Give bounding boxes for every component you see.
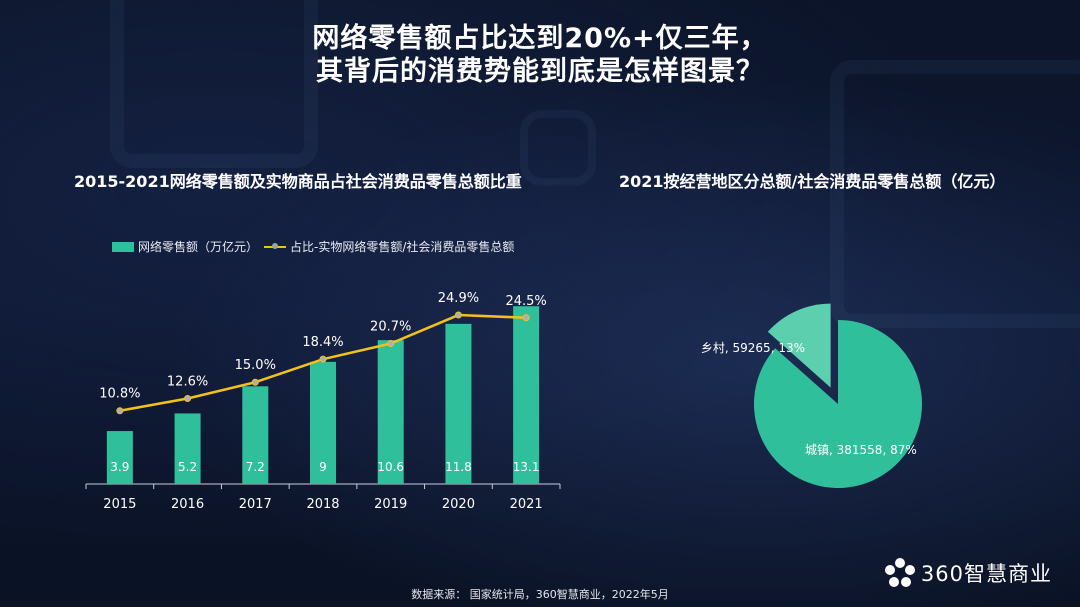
x-tick-label: 2017: [239, 497, 272, 512]
line-value-label: 20.7%: [370, 320, 411, 335]
line-point: [522, 314, 530, 322]
bar: [310, 361, 336, 484]
x-tick-label: 2020: [442, 497, 475, 512]
background-decoration: [830, 60, 1080, 328]
pie-chart: 城镇, 381558, 87% 乡村, 59265, 13%: [701, 303, 922, 488]
bar-value-label: 9: [319, 460, 327, 474]
line-value-label: 18.4%: [302, 335, 343, 350]
line-value-label: 15.0%: [235, 358, 276, 373]
x-tick-label: 2019: [374, 497, 407, 512]
line-point: [387, 340, 395, 348]
x-tick-label: 2021: [510, 497, 543, 512]
line-point: [116, 407, 124, 415]
brand-name: 360智慧商业: [920, 562, 1052, 586]
brand-logo: 360智慧商业: [883, 556, 1052, 590]
pie-chart-title: 2021按经营地区分总额/社会消费品零售总额（亿元）: [619, 172, 1006, 191]
line-value-label: 24.9%: [438, 291, 479, 306]
x-tick-label: 2015: [103, 497, 136, 512]
pie-slice-label: 城镇, 381558, 87%: [805, 443, 917, 457]
line-value-label: 12.6%: [167, 375, 208, 390]
line-point: [454, 311, 462, 319]
bar-value-label: 5.2: [178, 460, 197, 474]
pie-slice: [767, 303, 831, 388]
chart-legend: 网络零售额（万亿元） 占比-实物网络零售额/社会消费品零售总额: [112, 238, 514, 255]
line-value-label: 24.5%: [505, 294, 546, 309]
bar-line-chart: 3.9 2015 5.2 2016 7.2 2017 9 2018 10.6 2019 11.8 20…: [85, 291, 561, 512]
page-title: 网络零售额占比达到20%+仅三年， 其背后的消费势能到底是怎样图景？: [0, 22, 1080, 88]
legend-bar-swatch: [112, 241, 134, 252]
bar-value-label: 13.1: [513, 460, 540, 474]
bar-value-label: 3.9: [110, 460, 129, 474]
bar-chart-title: 2015-2021网络零售额及实物商品占社会消费品零售总额比重: [74, 172, 522, 191]
bar: [106, 431, 133, 484]
bar-value-label: 11.8: [445, 460, 472, 474]
title-line-1: 网络零售额占比达到20%+仅三年，: [312, 23, 768, 54]
pie-slice: [754, 320, 922, 488]
bar: [174, 413, 201, 484]
flower-logo-icon: [884, 558, 915, 587]
line-value-label: 10.8%: [99, 387, 140, 402]
bar: [242, 386, 269, 484]
background-decoration: [520, 110, 596, 186]
bar: [513, 306, 540, 484]
line-point: [251, 378, 259, 386]
legend-line-swatch: [264, 242, 287, 249]
data-source-note: 数据来源： 国家统计局，360智慧商业，2022年5月: [411, 588, 669, 601]
bar: [445, 323, 472, 484]
line-point: [319, 355, 327, 363]
bar-value-label: 7.2: [246, 460, 265, 474]
pie-slice-label: 乡村, 59265, 13%: [701, 341, 805, 355]
bar: [377, 340, 404, 484]
title-line-2: 其背后的消费势能到底是怎样图景？: [316, 56, 764, 87]
line-point: [184, 395, 192, 402]
legend-bar-label: 网络零售额（万亿元）: [138, 240, 259, 254]
background-decoration: [110, 0, 318, 168]
bar-value-label: 10.6: [377, 460, 404, 474]
x-tick-label: 2018: [306, 497, 339, 512]
legend-line-label: 占比-实物网络零售额/社会消费品零售总额: [290, 240, 515, 254]
x-tick-label: 2016: [171, 497, 204, 512]
